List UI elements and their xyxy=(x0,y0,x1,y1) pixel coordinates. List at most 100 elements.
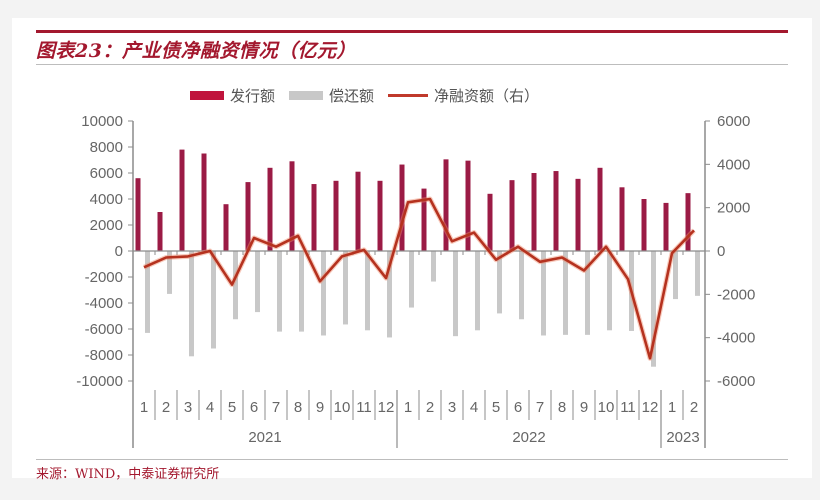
repayment-bar xyxy=(695,251,700,296)
left-tick-label: 4000 xyxy=(90,191,123,208)
issuance-bar xyxy=(267,167,273,251)
repayment-bar xyxy=(497,251,502,314)
repayment-bar xyxy=(321,251,326,336)
left-tick-label: -10000 xyxy=(76,373,123,390)
issuance-bar xyxy=(333,180,339,251)
repayment-bar xyxy=(409,251,414,308)
repayment-bar xyxy=(387,251,392,338)
footer-rule xyxy=(36,459,788,460)
x-month-label: 5 xyxy=(228,399,236,416)
x-month-label: 9 xyxy=(316,399,324,416)
repayment-bar xyxy=(255,251,260,313)
repayment-bar xyxy=(167,251,172,294)
repayment-bar xyxy=(431,251,436,282)
issuance-bar xyxy=(135,178,141,251)
issuance-bar xyxy=(597,167,603,251)
repayment-bar xyxy=(651,251,656,367)
left-tick-label: 8000 xyxy=(90,139,123,156)
x-month-label: 12 xyxy=(642,399,659,416)
issuance-bar xyxy=(619,187,625,251)
net-financing-line xyxy=(143,197,695,360)
issuance-bar xyxy=(685,193,691,251)
right-tick-label: 0 xyxy=(717,243,725,260)
repayment-bars xyxy=(145,251,700,367)
x-axis-year-labels: 2021 2022 2023 xyxy=(248,390,700,448)
repayment-bar xyxy=(277,251,282,332)
x-year-label: 2022 xyxy=(512,429,545,446)
issuance-bar xyxy=(663,202,669,251)
right-tick-label: -4000 xyxy=(717,330,755,347)
right-tick-label: 6000 xyxy=(717,113,750,130)
x-month-label: 1 xyxy=(140,399,148,416)
issuance-bar xyxy=(487,193,493,251)
x-month-label: 11 xyxy=(356,399,372,416)
x-month-label: 1 xyxy=(404,399,412,416)
x-month-label: 9 xyxy=(580,399,588,416)
repayment-bar xyxy=(607,251,612,331)
repayment-bar xyxy=(233,251,238,320)
left-tick-label: 2000 xyxy=(90,217,123,234)
repayment-bar xyxy=(519,251,524,320)
left-tick-label: 10000 xyxy=(81,113,123,130)
legend-item-repayment: 偿还额 xyxy=(289,85,374,106)
repayment-bar xyxy=(343,251,348,325)
x-month-label: 4 xyxy=(206,399,214,416)
right-tick-label: -2000 xyxy=(717,286,755,303)
legend-label-net-financing: 净融资额（右） xyxy=(434,86,540,105)
x-month-label: 2 xyxy=(426,399,434,416)
right-axis-ticks: 6000 4000 2000 0 -2000 -4000 -6000 xyxy=(705,113,755,390)
x-axis-month-labels: 1 2 3 4 5 6 7 8 9 10 11 12 1 2 3 4 5 6 7 8 9 10 11 12 1 2 xyxy=(140,390,698,420)
title-bottom-rule xyxy=(36,64,788,65)
x-month-label: 6 xyxy=(250,399,258,416)
issuance-bar xyxy=(575,178,581,251)
issuance-bar xyxy=(399,164,405,251)
x-year-label: 2023 xyxy=(666,429,699,446)
x-month-label: 8 xyxy=(294,399,302,416)
legend-swatch-net-financing xyxy=(388,93,429,97)
zero-axis-ticks xyxy=(132,251,706,255)
x-month-label: 2 xyxy=(690,399,698,416)
legend-label-issuance: 发行额 xyxy=(230,86,276,105)
x-month-label: 7 xyxy=(536,399,544,416)
right-tick-label: -6000 xyxy=(717,373,755,390)
issuance-bar xyxy=(179,149,185,251)
left-tick-label: -2000 xyxy=(85,269,123,286)
issuance-bar xyxy=(157,212,163,251)
legend-item-issuance: 发行额 xyxy=(190,85,275,106)
x-month-label: 4 xyxy=(470,399,478,416)
issuance-bar xyxy=(443,159,449,251)
x-month-label: 12 xyxy=(378,399,395,416)
left-tick-label: -6000 xyxy=(85,321,123,338)
left-tick-label: -8000 xyxy=(85,347,123,364)
left-axis-ticks: 10000 8000 6000 4000 2000 0 -2000 -4000 -6000 -80… xyxy=(76,113,133,390)
issuance-bars xyxy=(135,149,691,251)
x-month-label: 6 xyxy=(514,399,522,416)
issuance-bar xyxy=(289,161,295,251)
title-top-rule xyxy=(36,30,788,33)
x-month-label: 1 xyxy=(668,399,676,416)
chart-title: 图表23：产业债净融资情况（亿元） xyxy=(36,40,356,62)
issuance-bar xyxy=(531,173,537,251)
legend-swatch-repayment xyxy=(289,90,324,100)
issuance-bar xyxy=(245,182,251,251)
issuance-bar xyxy=(509,180,515,251)
repayment-bar xyxy=(563,251,568,335)
repayment-bar xyxy=(541,251,546,336)
repayment-bar xyxy=(189,251,194,357)
issuance-bar xyxy=(553,171,559,251)
legend-swatch-issuance xyxy=(190,90,224,100)
chart-legend: 发行额 偿还额 净融资额（右） xyxy=(190,84,539,106)
issuance-bar xyxy=(355,171,361,251)
repayment-bar xyxy=(365,251,370,331)
right-tick-label: 2000 xyxy=(717,200,750,217)
repayment-bar xyxy=(475,251,480,331)
repayment-bar xyxy=(585,251,590,335)
issuance-bar xyxy=(311,184,317,251)
x-month-label: 8 xyxy=(558,399,566,416)
x-month-label: 5 xyxy=(492,399,500,416)
left-tick-label: 6000 xyxy=(90,165,123,182)
issuance-bar xyxy=(377,180,383,251)
issuance-bar xyxy=(421,188,427,251)
x-month-label: 3 xyxy=(448,399,456,416)
